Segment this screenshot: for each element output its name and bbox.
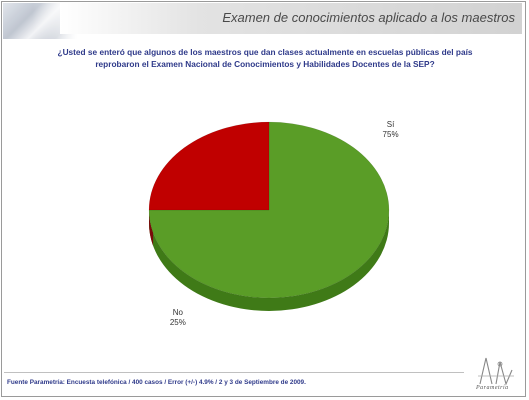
slice-label-no: No <box>173 308 184 317</box>
header-band <box>60 3 522 34</box>
slice-label-si: Sí <box>387 120 395 129</box>
pie-group <box>148 121 390 311</box>
footer-source: Fuente Parametría: Encuesta telefónica /… <box>7 379 306 386</box>
slice-value-si: 75% <box>383 130 399 139</box>
parametria-logo <box>478 357 514 386</box>
survey-question: ¿Usted se enteró que algunos de los maes… <box>40 46 490 70</box>
logo-text: Parametría <box>476 385 509 391</box>
question-line-1: ¿Usted se enteró que algunos de los maes… <box>57 47 473 57</box>
footer-divider <box>4 372 464 373</box>
slice-si <box>148 121 390 299</box>
slice-side-no <box>149 210 154 246</box>
slice-no <box>148 121 270 211</box>
slide-title: Examen de conocimientos aplicado a los m… <box>222 10 515 25</box>
question-line-2: reprobaron el Examen Nacional de Conocim… <box>95 59 435 69</box>
slice-value-no: 25% <box>170 318 186 327</box>
